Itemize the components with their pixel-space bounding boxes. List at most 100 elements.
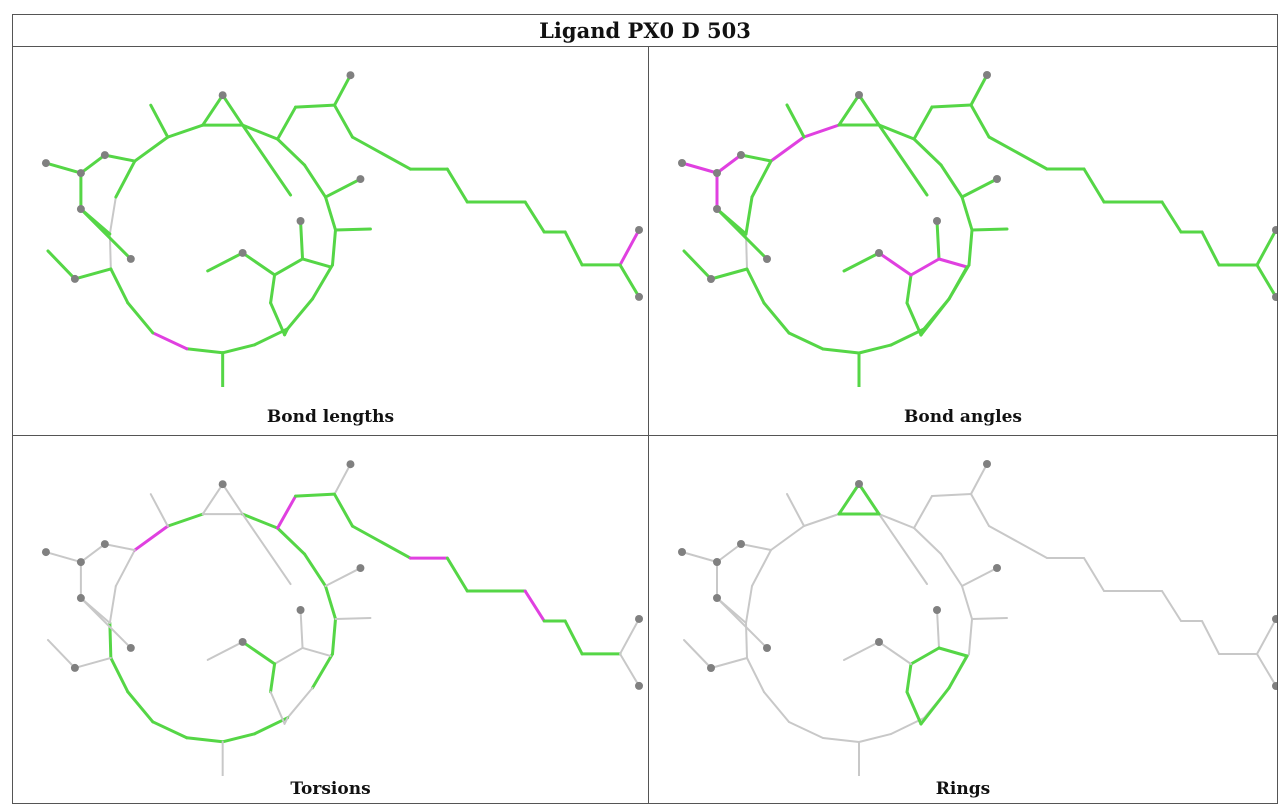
bond-r12-r13 [821, 347, 861, 355]
bond-i5-i4 [905, 301, 923, 337]
atom-l2 [76, 558, 85, 567]
atom-l5 [126, 643, 135, 652]
rings-molecule [678, 460, 1277, 776]
bond-t7-t8 [1161, 590, 1182, 622]
bond-t5-t6 [1082, 167, 1106, 204]
bond-r2-cp [201, 483, 224, 516]
panel-bond-lengths: Bond lengths [13, 47, 649, 436]
bond-r3-r4 [241, 123, 280, 141]
bond-r14-r15 [126, 301, 155, 335]
bond-r18-r19 [114, 549, 136, 588]
bond-t3-t4 [350, 135, 412, 171]
atom-l4 [713, 205, 721, 213]
panel-label-rings: Rings [935, 779, 991, 799]
bond-r7-s_r7 [970, 227, 1009, 232]
atom-l2 [713, 558, 721, 566]
atom-l5 [763, 644, 771, 652]
bond-t1-t2 [294, 103, 336, 109]
bond-s_r16a-s_r16b [683, 639, 712, 669]
bond-t11-tm1 [1256, 618, 1277, 655]
panel-bond-angles: Bond angles [649, 47, 1277, 436]
atom-tm2 [1272, 682, 1277, 690]
bond-r6-s_r6 [960, 177, 999, 199]
bond-r6-s_r6 [324, 177, 362, 199]
bond-cp-r3 [221, 483, 244, 516]
bond-ia-ib [843, 641, 880, 661]
bond-r9-r10 [286, 686, 314, 719]
bond-r2-cp [837, 93, 861, 127]
atom-ia [238, 248, 247, 257]
bond-t1-t2 [930, 103, 973, 109]
bond-i1-i7 [299, 219, 305, 261]
bond-r5-r6 [939, 163, 964, 199]
bond-t11-tm2 [618, 263, 641, 299]
bond-t2-tt [969, 73, 989, 107]
bond-i6-ia [878, 641, 912, 665]
bond-r19-l1 [103, 543, 136, 552]
bond-ia-ib [206, 640, 244, 661]
bond-t9-t10 [563, 230, 584, 267]
bond-i2-i3 [947, 265, 969, 301]
atom-s_r6 [993, 175, 1001, 183]
bond-t11-tm1 [618, 228, 641, 267]
bond-r12-r13 [185, 347, 225, 355]
bond-i6-ia [877, 251, 913, 277]
atom-l5 [126, 254, 135, 263]
atom-l3 [678, 159, 686, 167]
bond-i4-r10 [283, 327, 290, 337]
bond-r18-r19 [750, 159, 773, 199]
bond-r15-r16 [109, 656, 130, 694]
atom-tt [983, 460, 991, 468]
validation-figure: Ligand PX0 D 503 Bond lengths Bond angle… [12, 14, 1278, 804]
bond-r17-r18 [108, 196, 117, 235]
bond-t5-t6 [445, 556, 469, 593]
bond-r14-r15 [763, 691, 790, 723]
bond-r8-r9 [311, 652, 334, 690]
atom-tm1 [635, 225, 644, 234]
bond-r17-r18 [108, 585, 117, 624]
bond-r3-s_cp [878, 513, 928, 585]
bond-i7-i2 [301, 257, 332, 269]
bond-r14-r15 [762, 301, 791, 335]
bond-r5-r6 [940, 553, 963, 587]
bond-l1-l2 [79, 543, 106, 564]
bond-r1-s_r1 [149, 493, 169, 528]
bond-s_r16a-s_r16b [46, 638, 76, 669]
atom-tt [983, 71, 991, 79]
atom-cp [855, 480, 863, 488]
bond-t11-tm2 [619, 652, 641, 687]
bond-r3-s_cp [241, 123, 293, 197]
bond-r16-r17 [745, 622, 748, 659]
bond-r19-r1 [769, 135, 806, 163]
bond-r13-r14 [787, 331, 825, 351]
bond-r4-r5 [912, 137, 943, 167]
panel-label-bond-angles: Bond angles [904, 407, 1022, 427]
bond-r19-r1 [770, 525, 805, 551]
panel-rings: Rings [649, 436, 1277, 803]
bond-l2-l3 [680, 161, 719, 175]
bond-i7-i2 [301, 646, 332, 657]
bond-i7-i6 [909, 257, 941, 277]
bond-r3-s_cp [241, 513, 292, 586]
bond-i5-i4 [269, 690, 286, 725]
bond-s_r16a-s_r16b [46, 249, 77, 281]
bond-t11-tm1 [619, 617, 641, 655]
atom-cp [855, 91, 863, 99]
bond-r1-r2 [166, 512, 205, 528]
bond-l2-l3 [44, 551, 82, 564]
bond-i6-i5 [905, 662, 913, 694]
bond-r5-r6 [303, 163, 328, 199]
bond-r4-t1 [276, 494, 298, 530]
bond-r19-l1 [103, 153, 137, 163]
atom-i1 [933, 606, 941, 614]
bond-t1-t2 [294, 492, 336, 498]
bond-r7-r8 [330, 228, 337, 267]
bond-i2-i3 [947, 654, 969, 690]
bond-r7-s_r7 [334, 616, 372, 620]
bond-t3-t4 [988, 525, 1048, 559]
bond-t7-t8 [523, 589, 546, 623]
atom-s_r16a [707, 275, 715, 283]
bond-i6-ia [241, 251, 277, 277]
bond-r15-r16 [109, 267, 130, 305]
bond-r7-r8 [968, 618, 973, 655]
